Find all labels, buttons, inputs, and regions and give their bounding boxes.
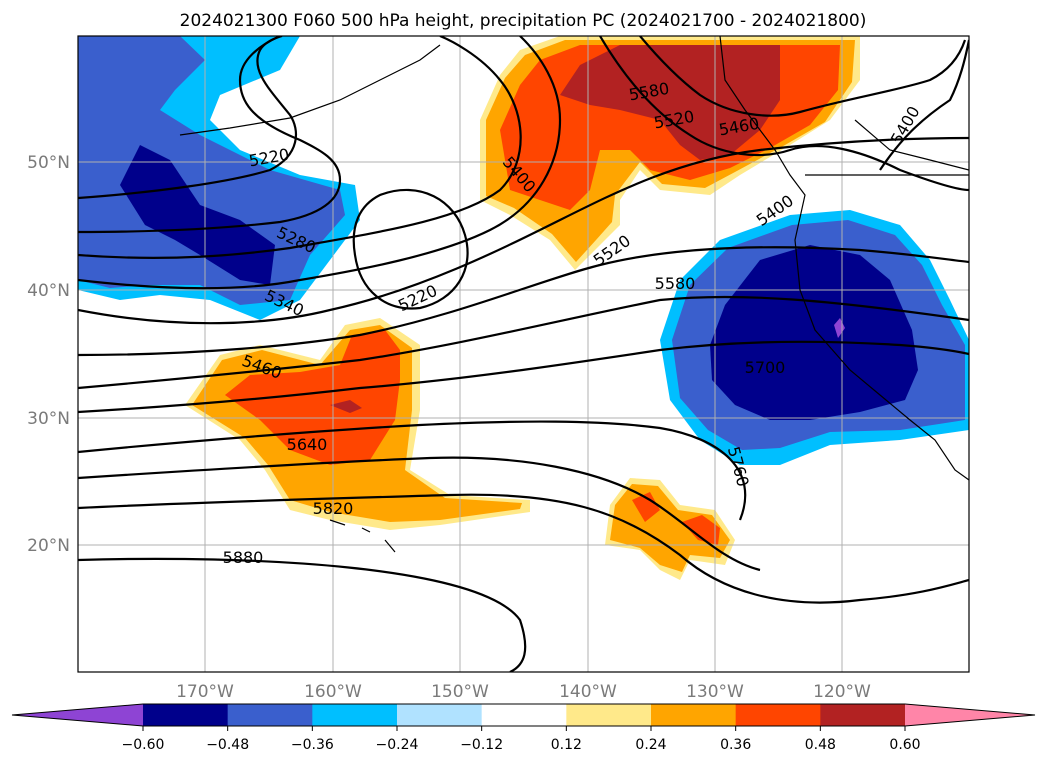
colorbar-bin	[227, 704, 313, 726]
height-contours	[78, 36, 969, 672]
contour-label: 5700	[745, 358, 786, 377]
longitude-labels: 170°W 160°W 150°W 140°W 130°W 120°W	[176, 682, 871, 702]
colorbar: −0.60 −0.48 −0.36 −0.24 −0.12 0.12 0.24 0.36 0.4…	[11, 703, 1036, 753]
lat-label: 30°N	[27, 409, 70, 429]
contour-label: 5640	[287, 435, 328, 454]
colorbar-extend-low	[12, 704, 143, 726]
colorbar-bin	[566, 704, 652, 726]
colorbar-extend-high	[905, 704, 1035, 726]
negative-anomaly-west-coast	[660, 210, 969, 465]
colorbar-bin	[735, 704, 821, 726]
graticule	[78, 36, 969, 672]
lon-label: 130°W	[686, 682, 744, 702]
colorbar-tick-label: 0.36	[720, 737, 751, 753]
colorbar-tick-label: −0.12	[460, 737, 503, 753]
colorbar-bin	[143, 704, 229, 726]
lon-label: 150°W	[431, 682, 489, 702]
colorbar-tick-label: −0.60	[122, 737, 165, 753]
lon-label: 120°W	[813, 682, 871, 702]
map-panel: 5220 5280 5340 5460 5640 5820 5880 5220 …	[78, 36, 969, 672]
colorbar-tick-label: −0.48	[206, 737, 249, 753]
contour-label: 5820	[313, 499, 354, 518]
map-frame	[77, 35, 970, 673]
colorbar-bin	[820, 704, 906, 726]
latitude-labels: 50°N 40°N 30°N 20°N	[27, 153, 70, 556]
colorbar-tick-label: 0.48	[805, 737, 836, 753]
lon-label: 170°W	[176, 682, 234, 702]
colorbar-tick-label: −0.36	[291, 737, 334, 753]
positive-anomaly-central	[185, 318, 530, 530]
colorbar-bin	[312, 704, 398, 726]
positive-anomaly-subtropical	[605, 478, 735, 580]
colorbar-tick-label: 0.24	[635, 737, 666, 753]
lon-label: 140°W	[559, 682, 617, 702]
colorbar-bin	[651, 704, 737, 726]
lat-label: 40°N	[27, 281, 70, 301]
colorbar-tick-label: 0.12	[551, 737, 582, 753]
colorbar-tick-label: −0.24	[376, 737, 419, 753]
colorbar-bin	[481, 704, 567, 726]
colorbar-tick-label: 0.60	[889, 737, 920, 753]
coastlines	[179, 36, 969, 553]
lat-label: 20°N	[27, 536, 70, 556]
figure-title: 2024021300 F060 500 hPa height, precipit…	[180, 11, 867, 31]
colorbar-bin	[397, 704, 483, 726]
contour-label: 5580	[655, 274, 696, 293]
lat-label: 50°N	[27, 153, 70, 173]
lon-label: 160°W	[304, 682, 362, 702]
contour-label: 5880	[223, 548, 264, 567]
